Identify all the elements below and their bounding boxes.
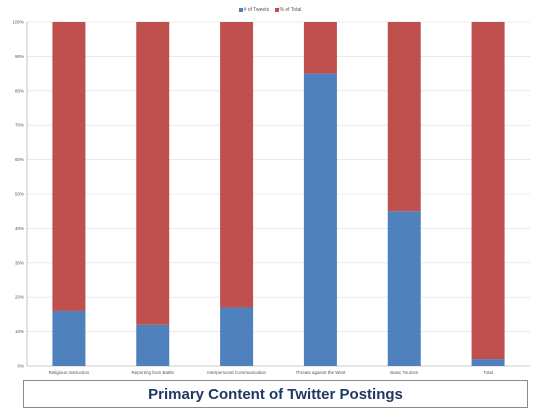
bar-segment-total xyxy=(52,22,86,311)
bar-segment-total xyxy=(471,22,505,360)
bar-segment-total xyxy=(220,22,254,308)
y-tick-label: 30% xyxy=(15,260,24,265)
bar-segment-tweets xyxy=(52,310,86,366)
bar-segment-total xyxy=(136,22,170,325)
y-tick-label: 40% xyxy=(15,226,24,231)
legend-item-total: % of Total xyxy=(274,7,302,13)
legend-swatch-total xyxy=(274,7,279,12)
legend-label-tweets: # of Tweets xyxy=(243,7,270,13)
y-tick-label: 70% xyxy=(15,123,24,128)
bar-segment-tweets xyxy=(220,307,254,366)
y-axis: 0% 10% 20% 30% 40% 50% 60% 70% 80% 90% 100% xyxy=(12,20,24,369)
y-tick-label: 90% xyxy=(15,54,24,59)
legend-label-total: % of Total xyxy=(279,7,302,13)
x-tick-label: Religious Instruction xyxy=(49,370,90,375)
x-tick-label: Reporting from Battle xyxy=(131,370,174,375)
bar-segment-total xyxy=(303,22,337,74)
legend: # of Tweets % of Total xyxy=(0,7,540,13)
y-tick-label: 10% xyxy=(15,329,24,334)
chart-title-box: Primary Content of Twitter Postings xyxy=(23,380,528,408)
x-tick-label: Basic Tourism xyxy=(390,370,418,375)
x-axis: Religious Instruction Reporting from Batt… xyxy=(49,370,493,375)
y-tick-label: 20% xyxy=(15,295,24,300)
legend-swatch-tweets xyxy=(238,7,243,12)
y-tick-label: 100% xyxy=(12,20,24,25)
y-tick-label: 50% xyxy=(15,192,24,197)
chart-title: Primary Content of Twitter Postings xyxy=(148,385,403,403)
bar-segment-tweets xyxy=(471,359,505,366)
y-tick-label: 0% xyxy=(17,364,24,369)
grid xyxy=(26,21,530,367)
bar-segment-total xyxy=(387,22,421,212)
bars xyxy=(52,22,505,366)
bar-segment-tweets xyxy=(303,73,337,366)
y-tick-label: 60% xyxy=(15,157,24,162)
x-tick-label: Total xyxy=(483,370,493,375)
x-tick-label: Threats against the West xyxy=(295,370,346,375)
bar-segment-tweets xyxy=(136,324,170,366)
y-tick-label: 80% xyxy=(15,88,24,93)
bar-segment-tweets xyxy=(387,211,421,366)
legend-item-tweets: # of Tweets xyxy=(238,7,270,13)
x-tick-label: Interpersonal Communication xyxy=(207,370,266,375)
